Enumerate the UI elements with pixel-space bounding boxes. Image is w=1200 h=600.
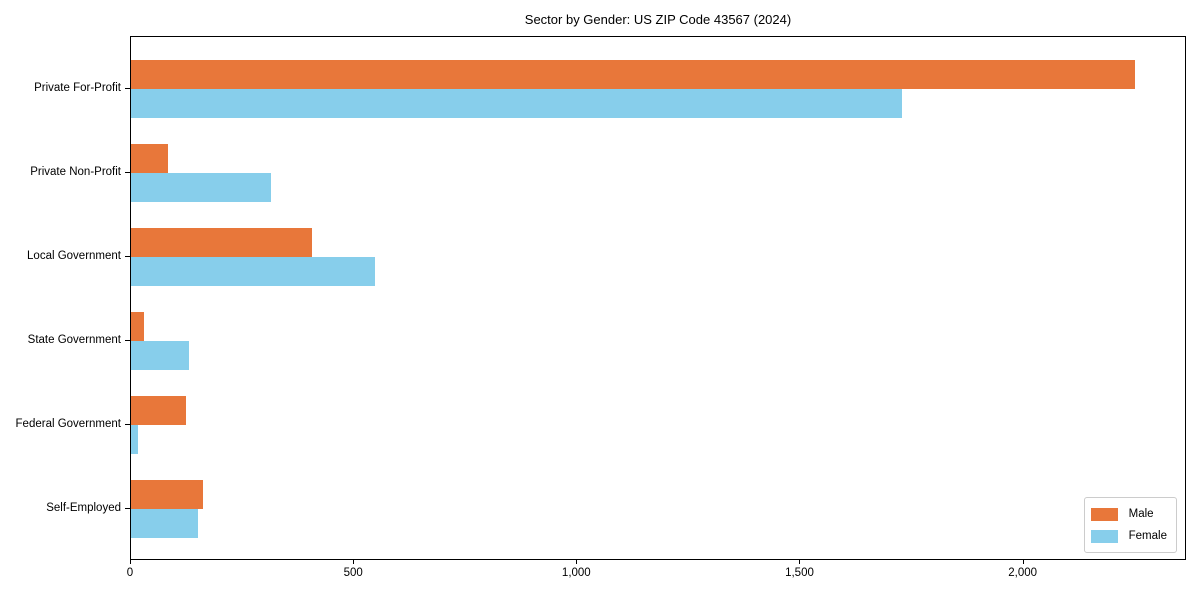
x-tick-mark xyxy=(799,560,801,564)
legend-item-male: Male xyxy=(1090,503,1167,525)
legend-swatch-icon xyxy=(1090,529,1118,543)
x-tick-mark xyxy=(130,560,131,564)
y-axis-label-2: Local Government xyxy=(27,250,121,262)
bar-female-5 xyxy=(131,509,199,538)
plot-area: Male Female xyxy=(130,36,1186,560)
x-tick-mark xyxy=(576,560,578,564)
y-axis-label-1: Private Non-Profit xyxy=(30,166,121,178)
y-tick-mark xyxy=(125,340,130,341)
bar-male-2 xyxy=(131,228,313,257)
bar-male-3 xyxy=(131,312,144,341)
legend-swatch-icon xyxy=(1090,507,1118,521)
bar-female-3 xyxy=(131,341,189,370)
x-tick-label-3: 1,500 xyxy=(785,567,814,579)
y-tick-mark xyxy=(125,88,130,89)
bar-female-0 xyxy=(131,89,902,118)
x-tick-mark xyxy=(353,560,355,564)
y-tick-mark xyxy=(125,424,130,425)
y-axis-label-0: Private For-Profit xyxy=(34,82,121,94)
y-tick-mark xyxy=(125,256,130,257)
y-tick-mark xyxy=(125,508,130,509)
bar-male-4 xyxy=(131,396,186,425)
bar-male-5 xyxy=(131,480,204,509)
x-tick-label-2: 1,000 xyxy=(561,567,591,579)
y-axis-label-5: Self-Employed xyxy=(46,502,121,514)
x-tick-mark xyxy=(1022,560,1024,564)
bar-female-1 xyxy=(131,173,271,202)
bar-male-1 xyxy=(131,144,168,173)
y-tick-mark xyxy=(125,172,130,173)
y-axis-label-3: State Government xyxy=(27,334,121,346)
legend-item-female: Female xyxy=(1090,525,1167,547)
x-tick-label-0: 0 xyxy=(126,567,134,579)
x-tick-label-1: 500 xyxy=(343,567,363,579)
bar-female-4 xyxy=(131,425,138,454)
bar-male-0 xyxy=(131,60,1135,89)
x-tick-label-4: 2,000 xyxy=(1008,567,1038,579)
bar-female-2 xyxy=(131,257,376,286)
legend: Male Female xyxy=(1083,497,1177,553)
legend-label: Female xyxy=(1128,530,1167,542)
legend-label: Male xyxy=(1128,508,1154,520)
y-axis-label-4: Federal Government xyxy=(15,418,121,430)
chart-title: Sector by Gender: US ZIP Code 43567 (202… xyxy=(524,12,792,27)
